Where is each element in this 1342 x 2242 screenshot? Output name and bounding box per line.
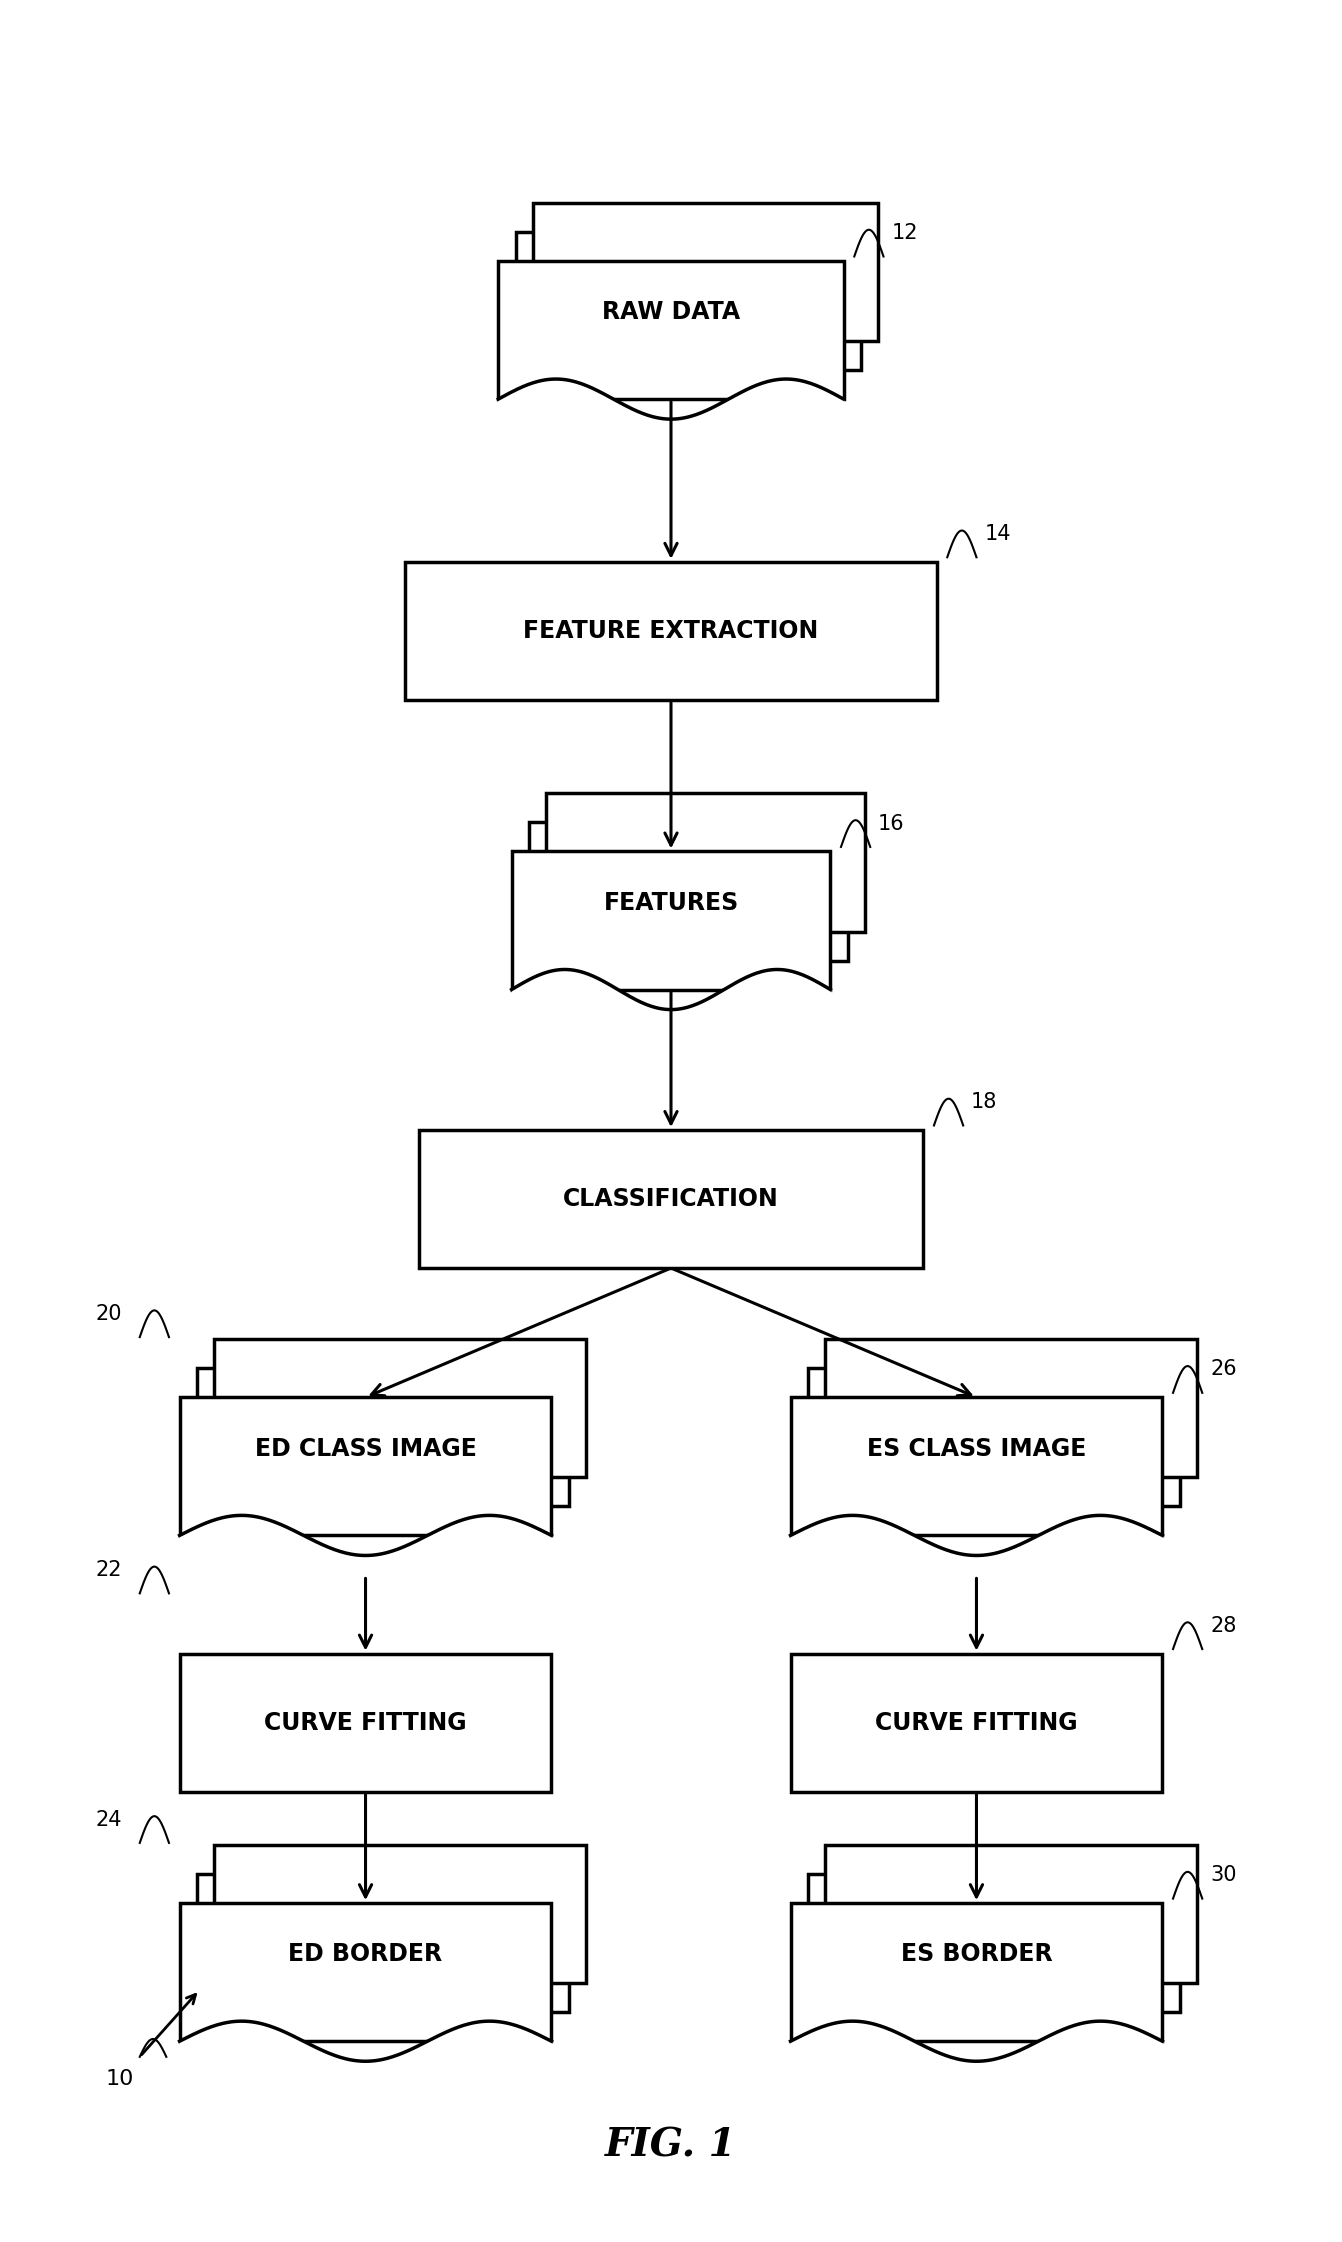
FancyBboxPatch shape <box>180 1903 552 2040</box>
Text: CURVE FITTING: CURVE FITTING <box>264 1711 467 1735</box>
Text: CURVE FITTING: CURVE FITTING <box>875 1711 1078 1735</box>
Text: ES BORDER: ES BORDER <box>900 1942 1052 1966</box>
FancyBboxPatch shape <box>825 1338 1197 1477</box>
Text: FIG. 1: FIG. 1 <box>605 2128 737 2166</box>
Text: FEATURE EXTRACTION: FEATURE EXTRACTION <box>523 619 819 643</box>
Text: 30: 30 <box>1210 1865 1237 1886</box>
FancyBboxPatch shape <box>180 1655 552 1791</box>
Text: 22: 22 <box>95 1560 122 1581</box>
Text: ED CLASS IMAGE: ED CLASS IMAGE <box>255 1437 476 1460</box>
FancyBboxPatch shape <box>498 260 844 399</box>
FancyBboxPatch shape <box>790 1903 1162 2040</box>
Text: 18: 18 <box>972 1092 997 1112</box>
Text: 26: 26 <box>1210 1359 1237 1379</box>
Text: 28: 28 <box>1210 1616 1236 1637</box>
FancyBboxPatch shape <box>511 852 831 989</box>
Text: CLASSIFICATION: CLASSIFICATION <box>564 1186 778 1211</box>
FancyBboxPatch shape <box>197 1874 569 2013</box>
FancyBboxPatch shape <box>405 563 937 700</box>
Text: ES CLASS IMAGE: ES CLASS IMAGE <box>867 1437 1086 1460</box>
Text: FEATURES: FEATURES <box>604 890 738 915</box>
FancyBboxPatch shape <box>808 1874 1180 2013</box>
Text: 20: 20 <box>95 1305 122 1323</box>
FancyBboxPatch shape <box>180 1397 552 1536</box>
Text: 14: 14 <box>985 525 1011 545</box>
FancyBboxPatch shape <box>825 1845 1197 1984</box>
Text: 24: 24 <box>95 1809 122 1829</box>
Text: RAW DATA: RAW DATA <box>603 300 739 325</box>
FancyBboxPatch shape <box>197 1368 569 1507</box>
FancyBboxPatch shape <box>215 1845 586 1984</box>
Text: 12: 12 <box>891 224 918 242</box>
FancyBboxPatch shape <box>808 1368 1180 1507</box>
FancyBboxPatch shape <box>546 794 864 933</box>
Text: ED BORDER: ED BORDER <box>289 1942 443 1966</box>
Text: 16: 16 <box>878 814 905 834</box>
FancyBboxPatch shape <box>533 204 878 341</box>
Text: 10: 10 <box>106 2069 134 2090</box>
FancyBboxPatch shape <box>790 1655 1162 1791</box>
FancyBboxPatch shape <box>529 823 848 960</box>
FancyBboxPatch shape <box>419 1130 923 1269</box>
FancyBboxPatch shape <box>790 1397 1162 1536</box>
FancyBboxPatch shape <box>515 231 862 370</box>
FancyBboxPatch shape <box>215 1338 586 1477</box>
